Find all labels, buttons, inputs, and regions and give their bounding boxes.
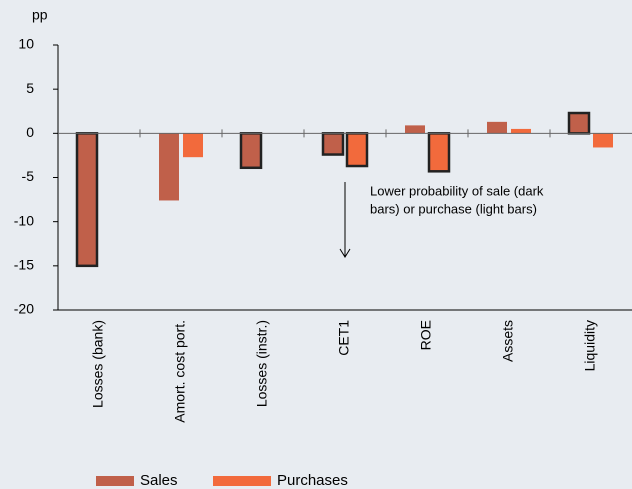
annotation: bars) or purchase (light bars) bbox=[370, 201, 537, 216]
y-tick-label: -10 bbox=[14, 212, 34, 228]
x-tick-label: ROE bbox=[418, 320, 434, 350]
legend-label: Sales bbox=[140, 472, 178, 489]
y-tick-label: -15 bbox=[14, 257, 34, 273]
bar bbox=[567, 111, 591, 135]
x-tick-label: Liquidity bbox=[582, 320, 598, 371]
bar bbox=[345, 132, 369, 168]
bar bbox=[159, 133, 179, 201]
annotation-arrowhead bbox=[339, 248, 351, 258]
x-tick-label: Losses (instr.) bbox=[254, 320, 270, 407]
x-tick-label: Losses (bank) bbox=[90, 320, 106, 408]
legend-swatch bbox=[213, 476, 271, 486]
legend-swatch bbox=[96, 476, 134, 486]
bar bbox=[511, 128, 531, 134]
y-tick-label: -20 bbox=[14, 301, 34, 317]
legend-label: Purchases bbox=[277, 472, 348, 489]
bar bbox=[239, 132, 263, 170]
y-tick-label: -5 bbox=[22, 168, 35, 184]
annotation: Lower probability of sale (dark bbox=[370, 183, 544, 198]
bar bbox=[405, 125, 425, 134]
bar bbox=[487, 121, 507, 134]
bar bbox=[321, 132, 345, 156]
y-tick-label: 5 bbox=[26, 80, 34, 96]
x-tick-label: CET1 bbox=[336, 320, 352, 356]
x-tick-label: Assets bbox=[500, 320, 516, 362]
x-tick-label: Amort. cost port. bbox=[172, 320, 188, 423]
bar bbox=[183, 133, 203, 158]
bar bbox=[75, 132, 99, 268]
bar bbox=[593, 133, 613, 148]
y-tick-label: 0 bbox=[26, 124, 34, 140]
y-axis-label: pp bbox=[32, 7, 48, 23]
bar bbox=[427, 132, 451, 173]
y-tick-label: 10 bbox=[18, 36, 34, 52]
